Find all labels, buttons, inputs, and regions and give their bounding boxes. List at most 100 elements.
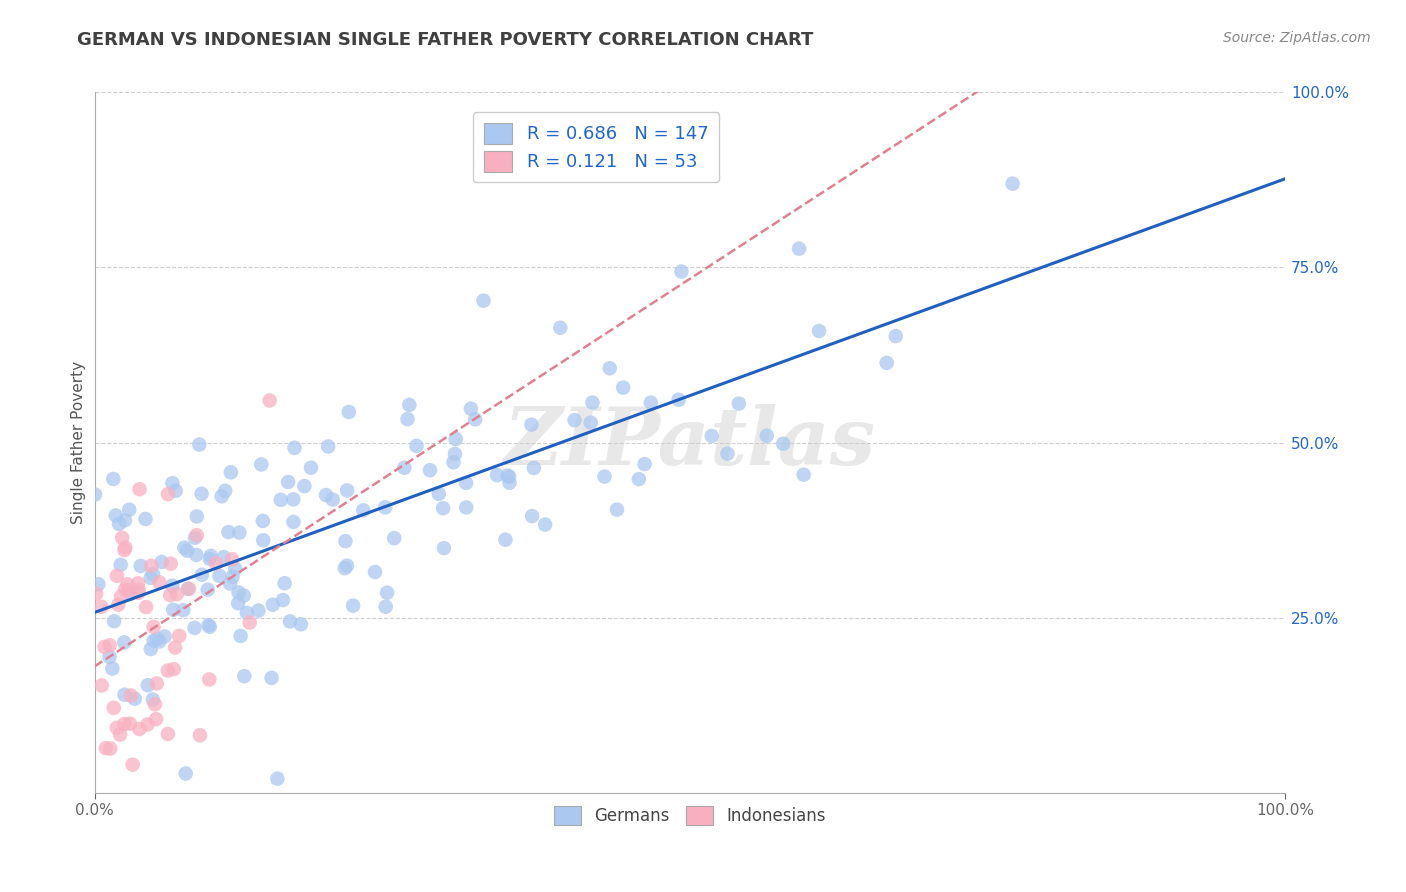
- Point: [472, 293, 495, 308]
- Point: [104, 508, 127, 523]
- Point: [613, 162, 636, 177]
- Point: [640, 395, 662, 409]
- Point: [716, 447, 738, 461]
- Point: [520, 509, 543, 524]
- Point: [129, 558, 152, 573]
- Point: [444, 432, 467, 446]
- Point: [118, 587, 141, 601]
- Point: [159, 588, 181, 602]
- Point: [444, 447, 467, 461]
- Point: [172, 603, 194, 617]
- Point: [460, 401, 482, 416]
- Point: [127, 586, 149, 600]
- Point: [128, 582, 150, 597]
- Point: [550, 320, 572, 334]
- Point: [633, 457, 655, 471]
- Point: [84, 587, 107, 601]
- Point: [494, 533, 516, 547]
- Point: [1001, 177, 1024, 191]
- Point: [374, 500, 396, 515]
- Point: [186, 548, 208, 562]
- Point: [186, 509, 208, 524]
- Point: [150, 555, 173, 569]
- Point: [148, 634, 170, 648]
- Point: [579, 416, 602, 430]
- Text: Source: ZipAtlas.com: Source: ZipAtlas.com: [1223, 31, 1371, 45]
- Point: [252, 514, 274, 528]
- Point: [177, 582, 200, 596]
- Point: [111, 531, 134, 545]
- Point: [114, 582, 136, 597]
- Point: [142, 566, 165, 581]
- Point: [342, 599, 364, 613]
- Point: [139, 642, 162, 657]
- Point: [382, 531, 405, 545]
- Point: [394, 460, 416, 475]
- Point: [198, 620, 221, 634]
- Point: [606, 502, 628, 516]
- Point: [221, 552, 243, 566]
- Point: [174, 766, 197, 780]
- Point: [200, 549, 222, 563]
- Point: [136, 717, 159, 731]
- Point: [112, 543, 135, 558]
- Point: [177, 582, 200, 596]
- Point: [87, 577, 110, 591]
- Point: [375, 585, 398, 599]
- Point: [184, 531, 207, 545]
- Point: [228, 525, 250, 540]
- Point: [627, 472, 650, 486]
- Point: [498, 475, 520, 490]
- Point: [581, 395, 603, 409]
- Point: [108, 728, 131, 742]
- Point: [197, 582, 219, 597]
- Point: [443, 455, 465, 469]
- Point: [464, 412, 486, 426]
- Point: [98, 741, 121, 756]
- Point: [118, 502, 141, 516]
- Text: GERMAN VS INDONESIAN SINGLE FATHER POVERTY CORRELATION CHART: GERMAN VS INDONESIAN SINGLE FATHER POVER…: [77, 31, 814, 49]
- Point: [173, 541, 195, 555]
- Point: [405, 439, 427, 453]
- Point: [121, 757, 143, 772]
- Point: [239, 615, 262, 630]
- Text: ZIPatlas: ZIPatlas: [503, 404, 876, 482]
- Point: [292, 479, 315, 493]
- Point: [315, 488, 337, 502]
- Point: [498, 469, 520, 483]
- Point: [128, 722, 150, 736]
- Point: [117, 577, 139, 591]
- Point: [114, 541, 136, 555]
- Point: [236, 606, 259, 620]
- Point: [191, 567, 214, 582]
- Point: [217, 525, 239, 540]
- Point: [110, 558, 132, 572]
- Point: [564, 413, 586, 427]
- Point: [335, 534, 357, 549]
- Point: [271, 593, 294, 607]
- Point: [456, 500, 478, 515]
- Point: [226, 596, 249, 610]
- Point: [186, 528, 208, 542]
- Point: [112, 635, 135, 649]
- Point: [163, 662, 186, 676]
- Point: [259, 393, 281, 408]
- Point: [808, 324, 831, 338]
- Point: [224, 561, 246, 575]
- Point: [165, 483, 187, 498]
- Point: [432, 501, 454, 516]
- Point: [118, 716, 141, 731]
- Point: [599, 361, 621, 376]
- Point: [212, 550, 235, 565]
- Point: [156, 664, 179, 678]
- Point: [534, 517, 557, 532]
- Point: [219, 465, 242, 479]
- Point: [118, 583, 141, 598]
- Point: [103, 701, 125, 715]
- Point: [270, 492, 292, 507]
- Point: [143, 698, 166, 712]
- Point: [176, 543, 198, 558]
- Point: [114, 513, 136, 527]
- Point: [183, 621, 205, 635]
- Point: [772, 436, 794, 450]
